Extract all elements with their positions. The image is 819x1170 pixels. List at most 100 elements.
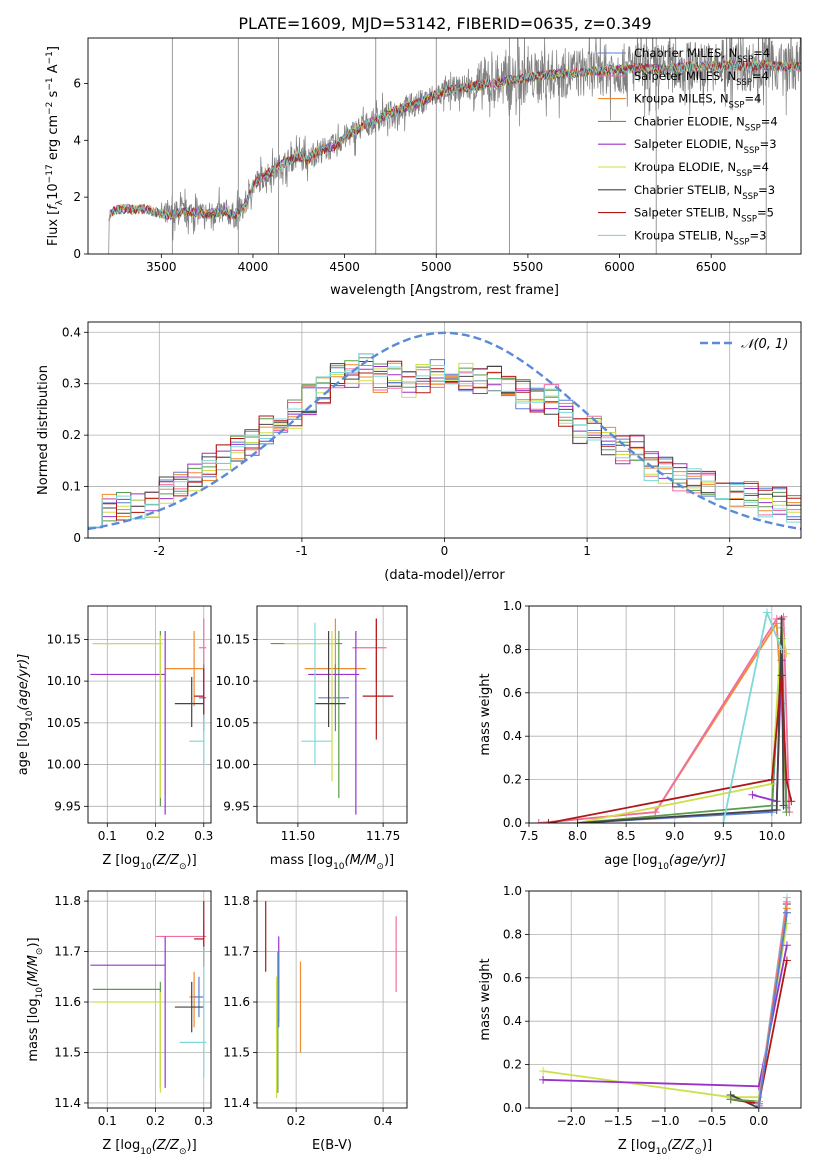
x-tick-label: 11.50 [281,829,315,843]
axes-frame [256,605,408,824]
legend-label-kroupa_stelib: Kroupa STELIB, NSSP=3 [634,228,766,247]
weight-line-salpeter_stelib [548,675,793,823]
axes-frame [528,605,802,824]
x-tick-label: −2.0 [557,1114,586,1128]
y-tick-label: 0.1 [62,480,81,494]
weight-marker-salpeter_stelib [782,775,791,784]
x-axis-label: Z [log10(Z/Z⊙)] [102,1138,196,1157]
y-tick-label: 0.8 [503,642,522,656]
y-tick-label: 0.4 [503,1014,522,1028]
errorbar-point-chabrier_miles [198,664,207,732]
axes-mass_vs_ebv: 0.2 0.4 11.4 11.5 11.6 11.7 11.8 E(B-V) [223,890,408,1153]
x-tick-label: 6500 [696,260,727,274]
plot-area-age_vs_mass [270,618,394,815]
weight-marker-kroupa_elodie [539,1067,548,1076]
x-tick-label: 9.5 [714,829,733,843]
y-tick-label: 10.05 [216,716,250,730]
plot-area-residuals [88,331,801,531]
errorbar-point-chabrier_stelib [314,631,346,728]
x-tick-label: 0.3 [194,1114,213,1128]
axes-frame [256,890,408,1109]
y-tick-label: 0.8 [503,927,522,941]
errorbar-point-salpeter_elodie [308,631,360,815]
weight-line-salpeter_miles [538,615,791,823]
y-tick-label: 10.15 [216,632,250,646]
axes-frame [87,605,212,824]
weight-marker-chabrier_elodie [767,801,776,810]
legend-label-salpeter_miles: Salpeter MILES, NSSP=4 [634,69,769,88]
weight-marker-kroupa_stelib [763,608,771,617]
weight-marker-kroupa_stelib [719,819,728,823]
weight-marker-salpeter_stelib [767,775,776,784]
x-tick-label: −0.5 [697,1114,726,1128]
y-tick-label: 11.7 [54,945,81,959]
weight-marker-salpeter_elodie [748,790,757,799]
x-tick-label: -1 [296,544,308,558]
y-axis-label: Flux [fλ10−17 erg cm−2 s−1 A−1] [45,46,65,246]
legend-gaussian-label: 𝒩(0, 1) [741,337,788,352]
weight-marker-chabrier_elodie [782,808,791,817]
x-tick-label: 5000 [421,260,452,274]
y-tick-label: 11.6 [223,995,250,1009]
x-axis-label: wavelength [Angstrom, rest frame] [330,283,559,298]
y-tick-label: 4 [73,133,81,147]
plot-area-weight_vs_age [534,608,796,823]
plot-area-age_vs_Z [90,618,207,815]
y-tick-label: 10.10 [216,674,250,688]
figure-title: PLATE=1609, MJD=53142, FIBERID=0635, z=0… [238,14,651,33]
weight-marker-salpeter_stelib [544,819,553,823]
y-tick-label: 0.2 [503,773,522,787]
x-tick-label: 4000 [238,260,269,274]
weight-marker-chabrier_miles [782,908,791,917]
errorbar-point-chabrier_elodie [92,981,161,1088]
errorbar-point-chabrier_miles [194,976,204,1018]
weight-marker-salpeter_stelib [787,797,796,806]
legend-label-kroupa_elodie: Kroupa ELODIE, NSSP=4 [634,160,769,179]
x-tick-label: 0.1 [98,1114,117,1128]
x-tick-label: 0 [441,544,449,558]
x-tick-label: 3500 [146,260,177,274]
y-tick-label: 0.0 [503,1101,522,1115]
errorbar-point-chabrier_stelib [174,981,204,1033]
grid-age_vs_Z [88,606,211,823]
axes-age_vs_mass: 11.50 11.75 9.95 10.00 10.05 10.10 10.15 mass [… [216,605,408,872]
axes-frame [87,321,802,539]
weight-marker-salpeter_stelib [777,671,786,680]
weight-marker-salpeter_elodie [782,941,791,950]
x-tick-label: 8.5 [617,829,636,843]
weight-marker-kroupa_stelib [777,645,786,654]
x-tick-label: 0.1 [98,829,117,843]
y-tick-label: 1.0 [503,884,522,898]
plot-area-mass_vs_ebv [265,901,397,1098]
axes-weight_vs_Z: −2.0 −1.5 −1.0 −0.5 0.0 0.0 0.2 0.4 0.6 0.8 1.0 Z [… [478,884,802,1157]
weight-marker-salpeter_miles [534,819,543,823]
axes-frame [87,890,212,1109]
errorbar-point-kroupa_stelib [189,714,205,765]
y-tick-label: 10.00 [47,758,81,772]
y-tick-label: 9.95 [54,799,81,813]
legend-label-salpeter_elodie: Salpeter ELODIE, NSSP=3 [634,137,777,156]
histogram-kroupa_stelib [88,353,801,528]
axes-age_vs_Z: 0.1 0.2 0.3 9.95 10.00 10.05 10.10 10.15 Z [log1… [16,605,213,872]
errorbar-point-kroupa_stelib [179,946,207,1078]
y-tick-label: 11.7 [223,945,250,959]
errorbar-point-salpeter_miles [198,618,207,682]
weight-marker-chabrier_miles [754,1101,763,1108]
y-tick-label: 11.8 [223,894,250,908]
errorbar-point-salpeter_elodie [90,631,166,815]
y-axis-label: mass [log10(M/M⊙)] [26,937,45,1061]
x-tick-label: −1.5 [604,1114,633,1128]
y-tick-label: 11.5 [223,1045,250,1059]
y-tick-label: 11.5 [54,1045,81,1059]
weight-marker-chabrier_stelib [779,801,788,810]
x-tick-label: 7.5 [519,829,538,843]
weight-marker-kroupa_elodie [782,649,791,658]
x-tick-label: 0.2 [287,1114,306,1128]
errorbar-point-salpeter_elodie [90,936,166,1088]
y-axis-label: mass weight [478,958,493,1040]
plot-area-mass_vs_Z [90,901,207,1093]
x-tick-label: 0.2 [146,1114,165,1128]
y-tick-label: 10.15 [47,632,81,646]
legend-label-kroupa_miles: Kroupa MILES, NSSP=4 [634,92,761,111]
plot-area-weight_vs_Z [539,893,791,1108]
